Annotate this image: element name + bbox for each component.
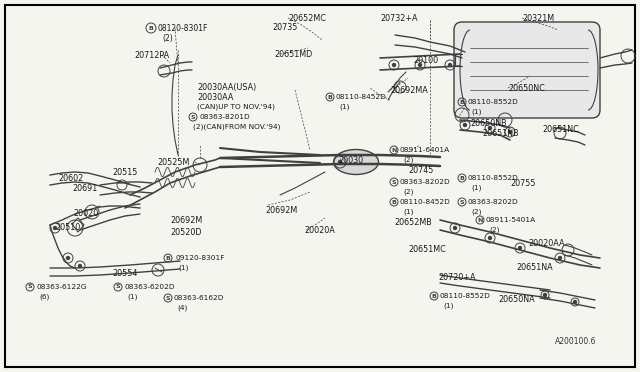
Text: 20755: 20755 xyxy=(510,179,536,187)
Text: (4): (4) xyxy=(177,305,188,311)
Text: 20652MC: 20652MC xyxy=(288,13,326,22)
Text: S: S xyxy=(392,180,396,185)
Text: (6): (6) xyxy=(39,294,49,300)
Text: 20321M: 20321M xyxy=(522,13,554,22)
Circle shape xyxy=(509,131,511,134)
Text: 08110-8452D: 08110-8452D xyxy=(400,199,451,205)
Text: S: S xyxy=(191,115,195,119)
Circle shape xyxy=(54,227,56,230)
Text: 08110-8552D: 08110-8552D xyxy=(468,175,519,181)
Text: 08110-8552D: 08110-8552D xyxy=(468,99,519,105)
Text: 09120-8301F: 09120-8301F xyxy=(175,255,225,261)
Text: 20650NA: 20650NA xyxy=(498,295,534,305)
Text: (2): (2) xyxy=(162,33,173,42)
Text: S: S xyxy=(166,295,170,301)
Text: 20030: 20030 xyxy=(338,155,363,164)
Circle shape xyxy=(463,124,467,126)
Text: 20692M: 20692M xyxy=(265,205,297,215)
Text: 20692M: 20692M xyxy=(170,215,202,224)
Text: 08110-8552D: 08110-8552D xyxy=(440,293,491,299)
Text: (2): (2) xyxy=(403,157,413,163)
Text: 20520D: 20520D xyxy=(170,228,202,237)
Circle shape xyxy=(543,294,547,296)
Text: 20732+A: 20732+A xyxy=(380,13,417,22)
Text: (CAN)UP TO NOV.'94): (CAN)UP TO NOV.'94) xyxy=(197,104,275,110)
Text: (1): (1) xyxy=(178,265,189,271)
Text: 08363-8201D: 08363-8201D xyxy=(199,114,250,120)
Text: 08363-6162D: 08363-6162D xyxy=(174,295,225,301)
Circle shape xyxy=(454,227,456,230)
Text: (2): (2) xyxy=(471,209,481,215)
Text: 08363-8202D: 08363-8202D xyxy=(400,179,451,185)
Text: 20515: 20515 xyxy=(112,167,138,176)
Text: 20020AA: 20020AA xyxy=(528,238,564,247)
Text: 20020: 20020 xyxy=(73,208,99,218)
Text: 20735: 20735 xyxy=(272,22,298,32)
Text: 20651NC: 20651NC xyxy=(542,125,579,134)
Text: B: B xyxy=(328,94,332,99)
Ellipse shape xyxy=(333,150,378,174)
Text: (2): (2) xyxy=(489,227,499,233)
Circle shape xyxy=(339,160,342,164)
Text: 08363-6122G: 08363-6122G xyxy=(36,284,86,290)
Circle shape xyxy=(79,264,81,267)
Text: 08120-8301F: 08120-8301F xyxy=(158,23,209,32)
Text: (1): (1) xyxy=(471,109,481,115)
Circle shape xyxy=(392,64,396,67)
Text: 20554: 20554 xyxy=(112,269,138,278)
Text: (1): (1) xyxy=(403,209,413,215)
Text: N: N xyxy=(391,148,397,153)
Text: 20510: 20510 xyxy=(55,222,80,231)
Text: 20691: 20691 xyxy=(72,183,97,192)
Text: 08363-8202D: 08363-8202D xyxy=(468,199,518,205)
Circle shape xyxy=(488,126,492,129)
Text: A200100.6: A200100.6 xyxy=(555,337,596,346)
Text: 20651NA: 20651NA xyxy=(516,263,552,273)
Text: B: B xyxy=(460,99,465,105)
Text: B: B xyxy=(460,176,465,180)
Text: B: B xyxy=(166,256,170,260)
Text: 20020A: 20020A xyxy=(304,225,335,234)
Text: (2): (2) xyxy=(403,189,413,195)
Text: B: B xyxy=(431,294,436,298)
Text: (2)(CAN)FROM NOV.'94): (2)(CAN)FROM NOV.'94) xyxy=(193,124,280,130)
Text: 20651MD: 20651MD xyxy=(274,49,312,58)
Text: 20652MB: 20652MB xyxy=(394,218,432,227)
Text: (1): (1) xyxy=(443,303,454,309)
Text: 08110-8452D: 08110-8452D xyxy=(336,94,387,100)
FancyBboxPatch shape xyxy=(454,22,600,118)
Text: 20651MC: 20651MC xyxy=(408,246,445,254)
Text: S: S xyxy=(28,285,32,289)
Text: 20030AA(USA): 20030AA(USA) xyxy=(197,83,256,92)
Text: 20651NB: 20651NB xyxy=(482,128,518,138)
Text: 08363-6202D: 08363-6202D xyxy=(124,284,175,290)
Circle shape xyxy=(518,247,522,250)
Text: 20030AA: 20030AA xyxy=(197,93,234,102)
Text: 20650NB: 20650NB xyxy=(470,119,507,128)
Text: (1): (1) xyxy=(339,104,349,110)
Text: S: S xyxy=(116,285,120,289)
Text: 20525M: 20525M xyxy=(157,157,189,167)
Circle shape xyxy=(449,64,451,67)
Text: S: S xyxy=(460,199,464,205)
Text: 20745: 20745 xyxy=(408,166,433,174)
Text: N: N xyxy=(477,218,483,222)
Circle shape xyxy=(67,257,70,260)
Text: 20602: 20602 xyxy=(58,173,83,183)
Text: (1): (1) xyxy=(471,185,481,191)
Text: 20692MA: 20692MA xyxy=(390,86,428,94)
Text: 20720+A: 20720+A xyxy=(438,273,476,282)
Text: 08911-6401A: 08911-6401A xyxy=(400,147,450,153)
Text: 20100: 20100 xyxy=(413,55,438,64)
Text: 08911-5401A: 08911-5401A xyxy=(486,217,536,223)
Circle shape xyxy=(488,237,492,240)
Text: B: B xyxy=(392,199,396,205)
Text: 20712PA: 20712PA xyxy=(134,51,169,60)
Circle shape xyxy=(419,64,422,67)
Circle shape xyxy=(559,257,561,260)
Text: B: B xyxy=(148,26,154,31)
Text: (1): (1) xyxy=(127,294,138,300)
Circle shape xyxy=(573,301,577,304)
Text: 20650NC: 20650NC xyxy=(508,83,545,93)
